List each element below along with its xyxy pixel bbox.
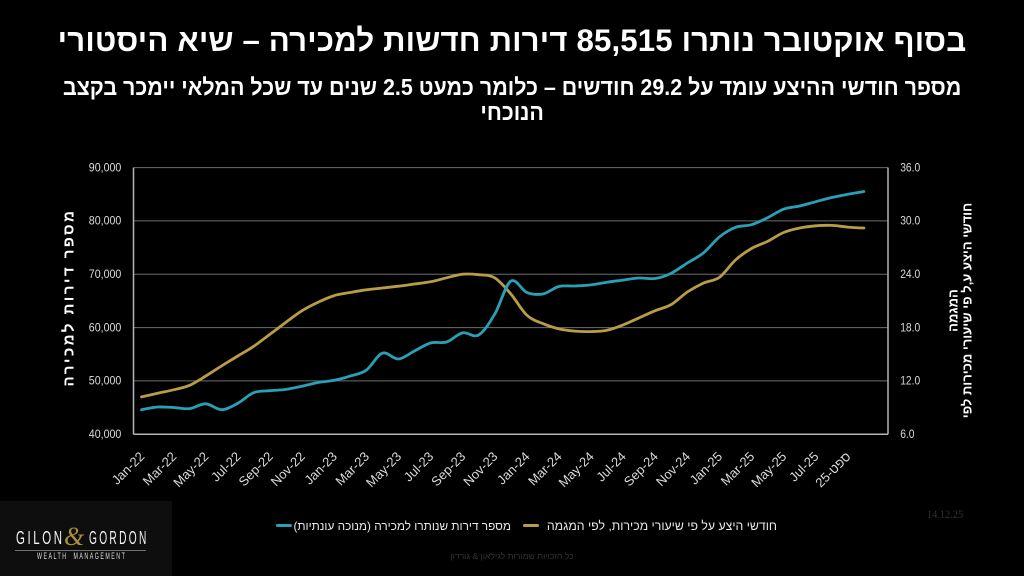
svg-text:Jan-24: Jan-24 [494,449,533,488]
svg-text:May-22: May-22 [170,449,211,490]
svg-text:12.0: 12.0 [900,374,920,388]
svg-text:18.0: 18.0 [900,320,920,334]
svg-text:May-24: May-24 [556,449,597,490]
svg-text:80,000: 80,000 [89,214,122,228]
svg-text:ספט-25: ספט-25 [812,449,853,490]
svg-text:60,000: 60,000 [89,320,122,334]
svg-text:90,000: 90,000 [89,160,122,174]
svg-text:Jan-22: Jan-22 [109,449,148,488]
svg-text:May-25: May-25 [748,449,789,490]
svg-text:Jan-25: Jan-25 [687,449,726,488]
svg-text:May-23: May-23 [363,449,404,490]
svg-text:Nov-22: Nov-22 [268,449,308,489]
svg-text:Nov-24: Nov-24 [653,449,693,489]
svg-text:Sep-24: Sep-24 [621,449,661,489]
svg-text:Jan-23: Jan-23 [301,449,340,488]
svg-text:Sep-23: Sep-23 [428,449,468,489]
svg-text:50,000: 50,000 [89,374,122,388]
svg-text:40,000: 40,000 [89,427,122,441]
svg-text:6.0: 6.0 [900,427,915,441]
svg-text:Nov-23: Nov-23 [460,449,500,489]
svg-text:24.0: 24.0 [900,267,920,281]
svg-text:30.0: 30.0 [900,214,920,228]
svg-text:36.0: 36.0 [900,160,920,174]
svg-text:70,000: 70,000 [89,267,122,281]
svg-text:Sep-22: Sep-22 [236,449,276,489]
